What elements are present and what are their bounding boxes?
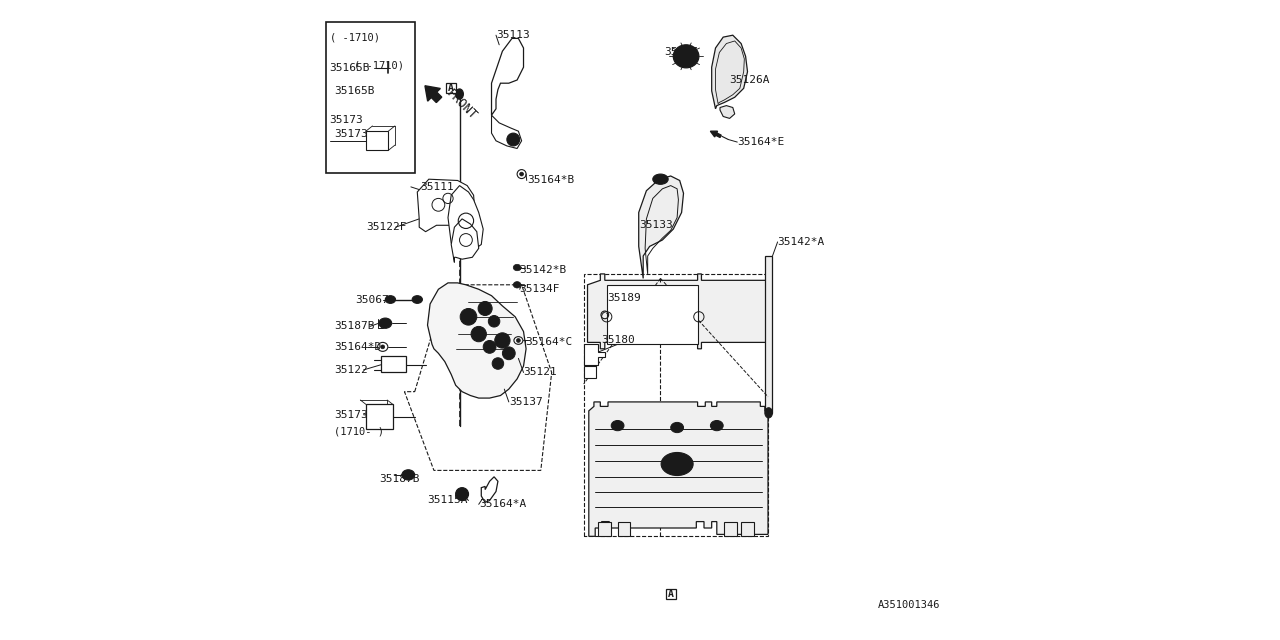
Ellipse shape <box>456 89 463 99</box>
Text: 35127: 35127 <box>664 47 698 58</box>
Ellipse shape <box>765 408 773 418</box>
Bar <box>326 22 415 173</box>
Ellipse shape <box>494 333 509 348</box>
Bar <box>599 522 612 536</box>
Text: 35115A: 35115A <box>428 495 468 506</box>
Text: 35164*B: 35164*B <box>527 175 573 186</box>
Ellipse shape <box>612 420 625 431</box>
Polygon shape <box>712 35 748 109</box>
Text: 35164*D: 35164*D <box>334 342 381 352</box>
Ellipse shape <box>484 340 497 353</box>
Ellipse shape <box>493 358 504 369</box>
Text: 35122: 35122 <box>334 365 367 375</box>
Ellipse shape <box>456 488 468 500</box>
Polygon shape <box>417 179 475 232</box>
FancyArrow shape <box>710 131 721 138</box>
Bar <box>618 522 631 536</box>
Text: 35187B: 35187B <box>379 474 420 484</box>
Text: A: A <box>668 589 673 599</box>
Text: 35067: 35067 <box>356 294 389 305</box>
Text: A: A <box>448 83 454 93</box>
Polygon shape <box>589 402 768 536</box>
Ellipse shape <box>507 133 520 146</box>
Text: 35133: 35133 <box>639 220 672 230</box>
Text: 35142*B: 35142*B <box>520 265 567 275</box>
Ellipse shape <box>517 339 520 342</box>
Ellipse shape <box>502 347 515 360</box>
Text: 35137: 35137 <box>508 397 543 407</box>
Polygon shape <box>452 219 479 262</box>
Ellipse shape <box>379 318 392 328</box>
Text: A351001346: A351001346 <box>878 600 941 610</box>
Text: 35164*C: 35164*C <box>525 337 572 348</box>
Ellipse shape <box>412 296 422 303</box>
Bar <box>366 131 389 150</box>
Ellipse shape <box>471 326 486 342</box>
Ellipse shape <box>513 264 521 271</box>
Ellipse shape <box>520 172 524 176</box>
Text: 35180: 35180 <box>602 335 635 346</box>
Polygon shape <box>588 274 768 349</box>
Text: FRONT: FRONT <box>444 86 479 122</box>
Text: 35165B: 35165B <box>334 86 375 96</box>
Ellipse shape <box>479 301 493 316</box>
Text: 35126A: 35126A <box>730 75 771 85</box>
Ellipse shape <box>662 452 694 476</box>
Text: 35187B: 35187B <box>334 321 375 332</box>
Polygon shape <box>584 366 596 378</box>
Ellipse shape <box>385 296 396 303</box>
FancyArrow shape <box>425 86 442 102</box>
Polygon shape <box>492 115 522 148</box>
Text: 35164*A: 35164*A <box>479 499 526 509</box>
Bar <box>447 83 457 93</box>
Ellipse shape <box>673 45 699 68</box>
Ellipse shape <box>460 492 465 497</box>
Text: 35121: 35121 <box>524 367 557 378</box>
Polygon shape <box>639 176 684 278</box>
Text: 35122F: 35122F <box>366 222 407 232</box>
Ellipse shape <box>489 316 500 327</box>
Text: ( -1710): ( -1710) <box>353 61 404 71</box>
Bar <box>366 404 393 429</box>
Bar <box>381 356 407 372</box>
Text: 35173: 35173 <box>334 410 367 420</box>
Text: 35173: 35173 <box>330 115 364 125</box>
Text: 35189: 35189 <box>607 292 640 303</box>
Bar <box>741 522 754 536</box>
Polygon shape <box>481 477 498 502</box>
Ellipse shape <box>658 176 664 182</box>
Bar <box>724 522 737 536</box>
Ellipse shape <box>402 470 415 480</box>
Ellipse shape <box>653 174 668 184</box>
Text: 35165B: 35165B <box>330 63 370 72</box>
Text: (1710- ): (1710- ) <box>334 427 384 437</box>
Polygon shape <box>428 283 526 398</box>
Polygon shape <box>584 344 604 365</box>
Text: ( -1710): ( -1710) <box>330 33 380 42</box>
Ellipse shape <box>381 345 385 349</box>
Text: 35164*E: 35164*E <box>737 137 785 147</box>
Bar <box>765 256 773 413</box>
Ellipse shape <box>513 282 521 288</box>
Ellipse shape <box>710 420 723 431</box>
Bar <box>666 589 676 599</box>
Text: 35134F: 35134F <box>520 284 561 294</box>
Ellipse shape <box>671 422 684 433</box>
Text: 35111: 35111 <box>420 182 454 192</box>
Text: 35173: 35173 <box>334 129 367 140</box>
Ellipse shape <box>461 308 477 325</box>
Text: 35142*A: 35142*A <box>777 237 824 247</box>
Polygon shape <box>719 106 735 118</box>
Polygon shape <box>492 38 524 115</box>
Text: 35113: 35113 <box>497 30 530 40</box>
Polygon shape <box>448 186 484 251</box>
Bar <box>607 285 698 344</box>
